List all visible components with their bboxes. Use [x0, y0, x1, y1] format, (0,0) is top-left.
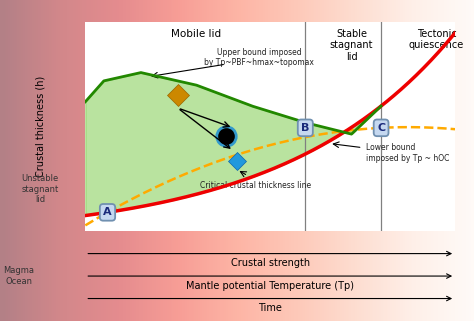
Text: Tectonic
quiescence: Tectonic quiescence: [409, 29, 464, 50]
Text: Lower bound
imposed by Tp ~ hOC: Lower bound imposed by Tp ~ hOC: [366, 143, 450, 163]
Text: Upper bound imposed
by Tp~PBF~hmax~topomax: Upper bound imposed by Tp~PBF~hmax~topom…: [204, 48, 314, 67]
Text: Critical crustal thickness line: Critical crustal thickness line: [200, 181, 311, 190]
Text: Mobile lid: Mobile lid: [171, 29, 221, 39]
Text: C: C: [377, 123, 385, 133]
Text: Time: Time: [258, 303, 282, 313]
Text: B: B: [301, 123, 310, 133]
Text: Mantle potential Temperature (Tp): Mantle potential Temperature (Tp): [186, 281, 354, 291]
Text: Stable
stagnant
lid: Stable stagnant lid: [330, 29, 373, 62]
Text: Unstable
stagnant
lid: Unstable stagnant lid: [22, 175, 59, 204]
Text: Magma
Ocean: Magma Ocean: [3, 266, 35, 286]
Text: Crustal strength: Crustal strength: [231, 258, 310, 268]
Text: Crustal thickness (h): Crustal thickness (h): [36, 76, 46, 178]
Text: A: A: [103, 207, 112, 217]
